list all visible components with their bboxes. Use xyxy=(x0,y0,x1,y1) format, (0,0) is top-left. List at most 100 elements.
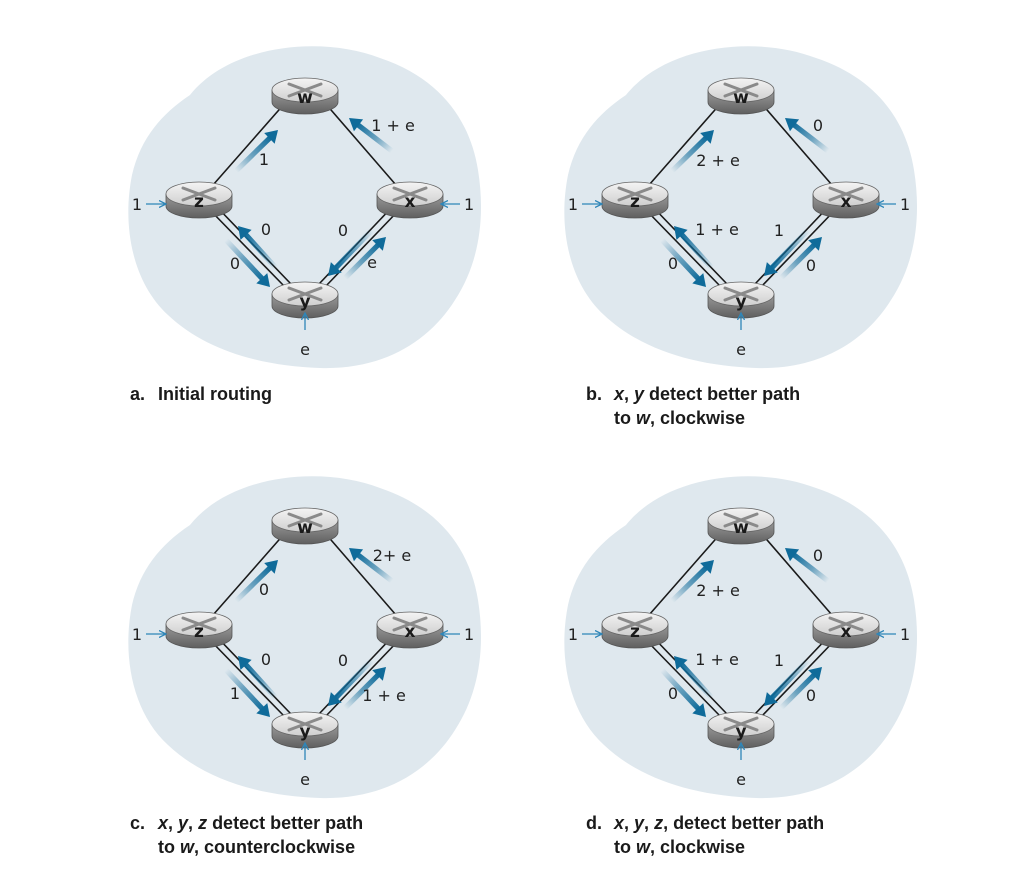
caption-text: , xyxy=(644,813,655,833)
link-z-y-a xyxy=(208,208,286,288)
link-z-y-a xyxy=(644,638,722,718)
router-w: w xyxy=(271,77,339,115)
link-w-x xyxy=(324,102,397,186)
flow-label-xw: 2+ e xyxy=(373,546,412,565)
input-z-label: 1 xyxy=(132,195,142,214)
flow-arrow-xy xyxy=(764,228,810,276)
flow-label-zw: 0 xyxy=(259,580,269,599)
panel-b: w z x y 1 1 e 2 + e 0 1 + e 0 0 1 xyxy=(564,46,918,369)
caption-text: w xyxy=(636,408,651,428)
flow-arrow-yx xyxy=(779,236,823,280)
input-x-label: 1 xyxy=(464,195,474,214)
flow-arrow-zw xyxy=(234,560,278,603)
flow-arrow-xy xyxy=(328,658,374,706)
caption-text: , detect better path xyxy=(663,813,825,833)
input-x-label: 1 xyxy=(900,625,910,644)
caption-letter: d. xyxy=(586,813,602,833)
router-y: y xyxy=(707,711,775,749)
caption-line-1: b. x, y detect better path xyxy=(586,382,800,406)
router-label: x xyxy=(841,192,852,212)
caption-text: z xyxy=(198,813,208,833)
input-z: 1 xyxy=(568,195,602,214)
input-x: 1 xyxy=(877,195,910,214)
input-x: 1 xyxy=(877,625,910,644)
flow-label-xw: 1 + e xyxy=(371,116,415,135)
flow-arrow-xw xyxy=(349,548,394,584)
flow-label-yx: e xyxy=(367,253,377,272)
caption-text: z xyxy=(654,813,664,833)
link-z-y-a xyxy=(644,208,722,288)
caption-line-2: to w, counterclockwise xyxy=(130,835,363,859)
router-y: y xyxy=(271,711,339,749)
input-x: 1 xyxy=(441,195,474,214)
router-label: x xyxy=(405,622,416,642)
router-y: y xyxy=(271,281,339,319)
input-x-label: 1 xyxy=(464,625,474,644)
flow-arrow-xw xyxy=(349,118,394,154)
router-label: y xyxy=(735,292,746,312)
network-cloud xyxy=(128,46,482,369)
input-x-label: 1 xyxy=(900,195,910,214)
flow-arrow-xw xyxy=(785,118,830,154)
caption-text: to xyxy=(614,837,636,857)
flow-label-zw: 2 + e xyxy=(696,151,740,170)
input-y: e xyxy=(300,313,310,359)
router-label: y xyxy=(735,722,746,742)
router-z: z xyxy=(601,181,669,219)
input-x: 1 xyxy=(441,625,474,644)
caption-d: d. x, y, z, detect better path to w, clock… xyxy=(586,811,824,859)
router-label: x xyxy=(841,622,852,642)
flow-arrow-zy xyxy=(224,238,271,288)
input-y-label: e xyxy=(300,770,310,789)
caption-line-1: d. x, y, z, detect better path xyxy=(586,811,824,835)
caption-text: to xyxy=(614,408,636,428)
flow-label-yx: 0 xyxy=(806,256,816,275)
caption-line-1: a. Initial routing xyxy=(130,382,272,406)
caption-text: y xyxy=(634,384,645,404)
network-cloud xyxy=(128,476,482,799)
caption-text: w xyxy=(180,837,195,857)
input-y-label: e xyxy=(736,770,746,789)
input-z: 1 xyxy=(568,625,602,644)
router-x: x xyxy=(812,181,880,219)
router-label: w xyxy=(733,518,749,538)
link-x-y-a xyxy=(760,638,837,718)
input-z: 1 xyxy=(132,195,166,214)
flow-arrow-zw xyxy=(670,130,714,173)
flow-label-zy: 0 xyxy=(668,684,678,703)
input-y: e xyxy=(736,743,746,789)
network-cloud xyxy=(564,476,918,799)
router-x: x xyxy=(376,611,444,649)
input-y-label: e xyxy=(300,340,310,359)
link-x-y-a xyxy=(760,208,837,288)
input-z-label: 1 xyxy=(568,195,578,214)
caption-text: x xyxy=(614,384,625,404)
router-z: z xyxy=(165,181,233,219)
flow-label-xy: 0 xyxy=(338,651,348,670)
router-label: w xyxy=(297,88,313,108)
link-x-y-a xyxy=(324,638,401,718)
router-z: z xyxy=(165,611,233,649)
flow-label-zw: 1 xyxy=(259,150,269,169)
caption-text: , xyxy=(624,384,635,404)
input-y-label: e xyxy=(736,340,746,359)
flow-arrow-zy xyxy=(660,668,707,718)
caption-line-1: c. x, y, z detect better path xyxy=(130,811,363,835)
link-z-w xyxy=(648,102,722,186)
router-label: z xyxy=(630,192,640,212)
flow-label-yz: 1 + e xyxy=(695,650,739,669)
router-label: z xyxy=(630,622,640,642)
router-x: x xyxy=(376,181,444,219)
router-label: z xyxy=(194,192,204,212)
caption-text: y xyxy=(634,813,645,833)
flow-arrow-zw xyxy=(234,130,278,173)
flow-label-yz: 0 xyxy=(261,220,271,239)
flow-label-yx: 0 xyxy=(806,686,816,705)
flow-arrow-xy xyxy=(328,228,374,276)
caption-letter: b. xyxy=(586,384,602,404)
caption-c: c. x, y, z detect better path to w, counte… xyxy=(130,811,363,859)
input-z-label: 1 xyxy=(132,625,142,644)
router-x: x xyxy=(812,611,880,649)
flow-label-xy: 1 xyxy=(774,221,784,240)
